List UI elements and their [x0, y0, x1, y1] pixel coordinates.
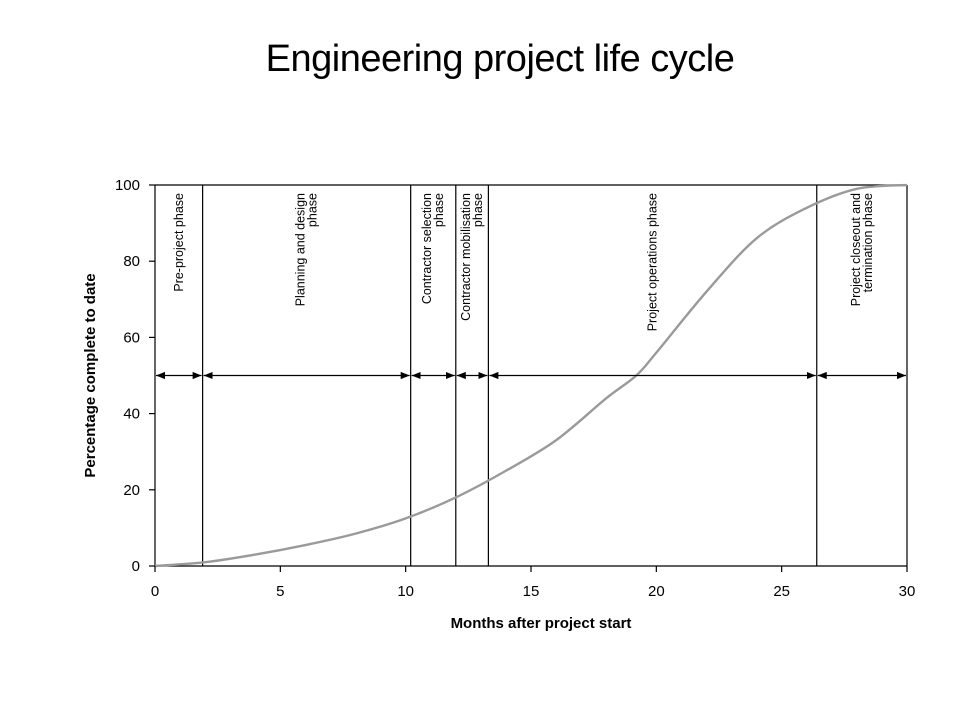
y-tick-label: 0: [132, 558, 140, 575]
phase-labels: Pre-project phase Planning and designphas…: [172, 193, 875, 331]
phase-label: Project operations phase: [646, 193, 660, 331]
y-tick-label: 60: [123, 329, 140, 346]
phase-label-line: Project operations phase: [646, 193, 660, 331]
x-tick-label: 10: [397, 583, 414, 600]
phase-label: Pre-project phase: [172, 193, 186, 292]
x-tick-label: 30: [899, 583, 916, 600]
phase-boundaries: [202, 185, 818, 566]
phase-label: Contractor selectionphase: [420, 193, 446, 304]
phase-label: Project closeout andtermination phase: [849, 193, 875, 306]
y-tick-label: 20: [123, 482, 140, 499]
x-tick-label: 15: [523, 583, 540, 600]
data-series: [154, 183, 908, 568]
phase-label-line: phase: [432, 193, 446, 227]
y-axis-title: Percentage complete to date: [82, 273, 99, 477]
x-tick-label: 5: [276, 583, 284, 600]
series-line: [154, 183, 908, 568]
y-tick-label: 80: [123, 253, 140, 270]
axis-ticks: 0 5 10 15 20 25 30 0 20 40 60 80 100: [115, 177, 915, 600]
phase-label-line: phase: [471, 193, 485, 227]
x-tick-label: 25: [773, 583, 790, 600]
phase-label: Planning and designphase: [294, 193, 320, 306]
phase-label: Contractor mobilisationphase: [459, 193, 485, 321]
phase-label-line: Pre-project phase: [172, 193, 186, 292]
phase-label-line: termination phase: [861, 193, 875, 292]
x-tick-label: 20: [648, 583, 665, 600]
phase-label-line: Project closeout and: [849, 193, 863, 306]
phase-label-line: Contractor selection: [420, 193, 434, 304]
y-tick-label: 100: [115, 177, 140, 194]
page-title: Engineering project life cycle: [265, 38, 735, 80]
y-tick-label: 40: [123, 406, 140, 423]
x-axis-title: Months after project start: [451, 615, 632, 632]
phase-label-line: phase: [306, 193, 320, 227]
x-tick-label: 0: [151, 583, 159, 600]
phase-label-line: Planning and design: [294, 193, 308, 306]
phase-label-line: Contractor mobilisation: [459, 193, 473, 321]
